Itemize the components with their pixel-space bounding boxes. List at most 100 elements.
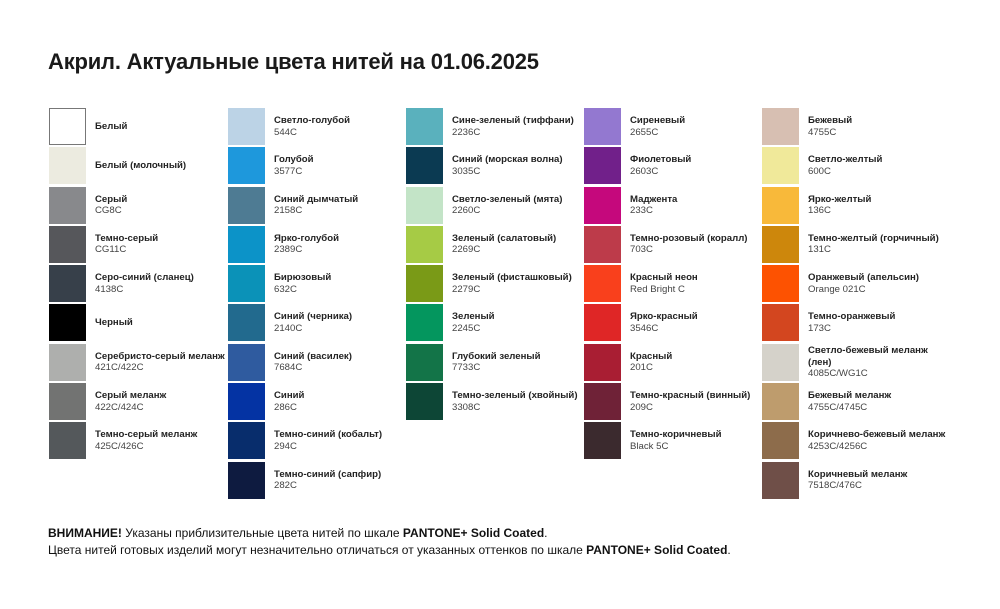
color-item: Темно-серый CG11C <box>49 225 227 265</box>
color-swatch <box>762 343 799 381</box>
pantone-code: 3546C <box>630 322 659 334</box>
color-label: Зеленый (салатовый) 2269C <box>452 226 592 263</box>
pantone-code: 2236C <box>452 126 481 138</box>
color-label: Черный <box>95 304 235 341</box>
pantone-code: 2260C <box>452 205 481 217</box>
pantone-code: CG8C <box>95 205 122 217</box>
color-name: Коричнево-бежевый меланж <box>808 429 946 441</box>
color-name: Серебристо-серый меланж <box>95 350 225 362</box>
color-label: Синий дымчатый 2158C <box>274 187 414 224</box>
color-item: Ярко-красный 3546C <box>584 304 762 343</box>
color-name: Темно-оранжевый <box>808 311 896 323</box>
color-swatch <box>49 304 86 342</box>
pantone-code: 136C <box>808 205 831 217</box>
color-label: Светло-зеленый (мята) 2260C <box>452 187 592 224</box>
color-swatch <box>49 265 86 303</box>
color-swatch <box>406 147 443 185</box>
pantone-code: 2603C <box>630 165 659 177</box>
color-item: Ярко-голубой 2389C <box>228 225 406 265</box>
color-label: Синий (василек) 7684C <box>274 344 414 381</box>
color-swatch <box>406 383 443 421</box>
color-label: Сине-зеленый (тиффани) 2236C <box>452 108 592 145</box>
color-swatch <box>762 186 799 224</box>
pantone-code: Black 5C <box>630 440 669 452</box>
color-label: Светло-желтый 600C <box>808 147 948 184</box>
color-name: Синий (василек) <box>274 350 352 362</box>
pantone-code: 209C <box>630 401 653 413</box>
color-item: Темно-синий (кобальт) 294C <box>228 422 406 461</box>
color-item: Сине-зеленый (тиффани) 2236C <box>406 108 584 147</box>
pantone-code: 421C/422C <box>95 362 144 374</box>
color-label: Бежевый 4755C <box>808 108 948 145</box>
color-swatch <box>762 422 799 460</box>
color-swatch <box>584 422 621 460</box>
pantone-code: Red Bright C <box>630 283 685 295</box>
color-item: Бирюзовый 632C <box>228 265 406 304</box>
pantone-code: 173C <box>808 322 831 334</box>
color-item: Бежевый 4755C <box>762 108 940 147</box>
color-name: Темно-розовый (коралл) <box>630 232 748 244</box>
pantone-scale: PANTONE+ Solid Coated <box>586 543 728 557</box>
color-label: Темно-розовый (коралл) 703C <box>630 226 770 263</box>
color-name: Фиолетовый <box>630 154 692 166</box>
color-swatch <box>49 147 86 185</box>
color-column: Белый Белый (молочный) Серый CG8C Темно-серы… <box>49 108 227 462</box>
color-item: Темно-желтый (горчичный) 131C <box>762 225 940 265</box>
color-swatch <box>228 461 265 499</box>
pantone-code: 425C/426C <box>95 440 144 452</box>
pantone-code: 7518C/476C <box>808 480 862 492</box>
color-swatch <box>49 186 86 224</box>
color-item: Ярко-желтый 136C <box>762 186 940 226</box>
color-label: Зеленый 2245C <box>452 304 592 341</box>
pantone-code: 3577C <box>274 165 303 177</box>
pantone-code: 2158C <box>274 205 303 217</box>
color-item: Синий (василек) 7684C <box>228 343 406 383</box>
color-name: Темно-серый меланж <box>95 429 198 441</box>
color-label: Синий (морская волна) 3035C <box>452 147 592 184</box>
color-swatch <box>49 422 86 460</box>
color-item: Темно-розовый (коралл) 703C <box>584 225 762 265</box>
color-swatch <box>406 186 443 224</box>
color-name: Оранжевый (апельсин) <box>808 272 919 284</box>
color-name: Коричневый меланж <box>808 468 908 480</box>
color-label: Голубой 3577C <box>274 147 414 184</box>
color-swatch <box>584 108 621 145</box>
color-item: Светло-бежевый меланж (лен) 4085C/WG1C <box>762 343 940 383</box>
color-label: Светло-бежевый меланж (лен) 4085C/WG1C <box>808 344 948 381</box>
color-swatch <box>49 383 86 421</box>
pantone-code: 2140C <box>274 322 303 334</box>
pantone-code: 131C <box>808 244 831 256</box>
color-label: Зеленый (фисташковый) 2279C <box>452 265 592 302</box>
color-label: Светло-голубой 544C <box>274 108 414 145</box>
color-name: Маджента <box>630 193 678 205</box>
color-item: Синий дымчатый 2158C <box>228 186 406 226</box>
color-item: Глубокий зеленый 7733C <box>406 343 584 383</box>
color-item: Синий (морская волна) 3035C <box>406 147 584 186</box>
color-name: Серо-синий (сланец) <box>95 272 194 284</box>
color-label: Серо-синий (сланец) 4138C <box>95 265 235 302</box>
color-label: Оранжевый (апельсин) Orange 021C <box>808 265 948 302</box>
color-swatch <box>584 265 621 303</box>
color-name: Синий (черника) <box>274 311 353 323</box>
color-name: Светло-зеленый (мята) <box>452 193 563 205</box>
pantone-code: 2279C <box>452 283 481 295</box>
color-name: Синий <box>274 390 305 402</box>
color-item: Светло-желтый 600C <box>762 147 940 186</box>
color-label: Темно-серый CG11C <box>95 226 235 263</box>
footer-text: Цвета нитей готовых изделий могут незнач… <box>48 543 587 557</box>
color-name: Бежевый <box>808 115 853 126</box>
color-item: Серо-синий (сланец) 4138C <box>49 265 227 304</box>
color-name: Бежевый меланж <box>808 390 892 402</box>
color-item: Синий (черника) 2140C <box>228 304 406 343</box>
color-swatch <box>406 343 443 381</box>
color-swatch <box>49 225 86 263</box>
color-name: Светло-голубой <box>274 115 350 126</box>
color-label: Белый <box>95 108 235 145</box>
color-swatch <box>762 383 799 421</box>
color-name: Синий дымчатый <box>274 193 359 205</box>
pantone-code: 4253C/4256C <box>808 440 868 452</box>
color-label: Коричнево-бежевый меланж 4253C/4256C <box>808 422 948 459</box>
color-item: Красный неон Red Bright C <box>584 265 762 304</box>
color-swatch <box>49 108 86 145</box>
pantone-code: 201C <box>630 362 653 374</box>
